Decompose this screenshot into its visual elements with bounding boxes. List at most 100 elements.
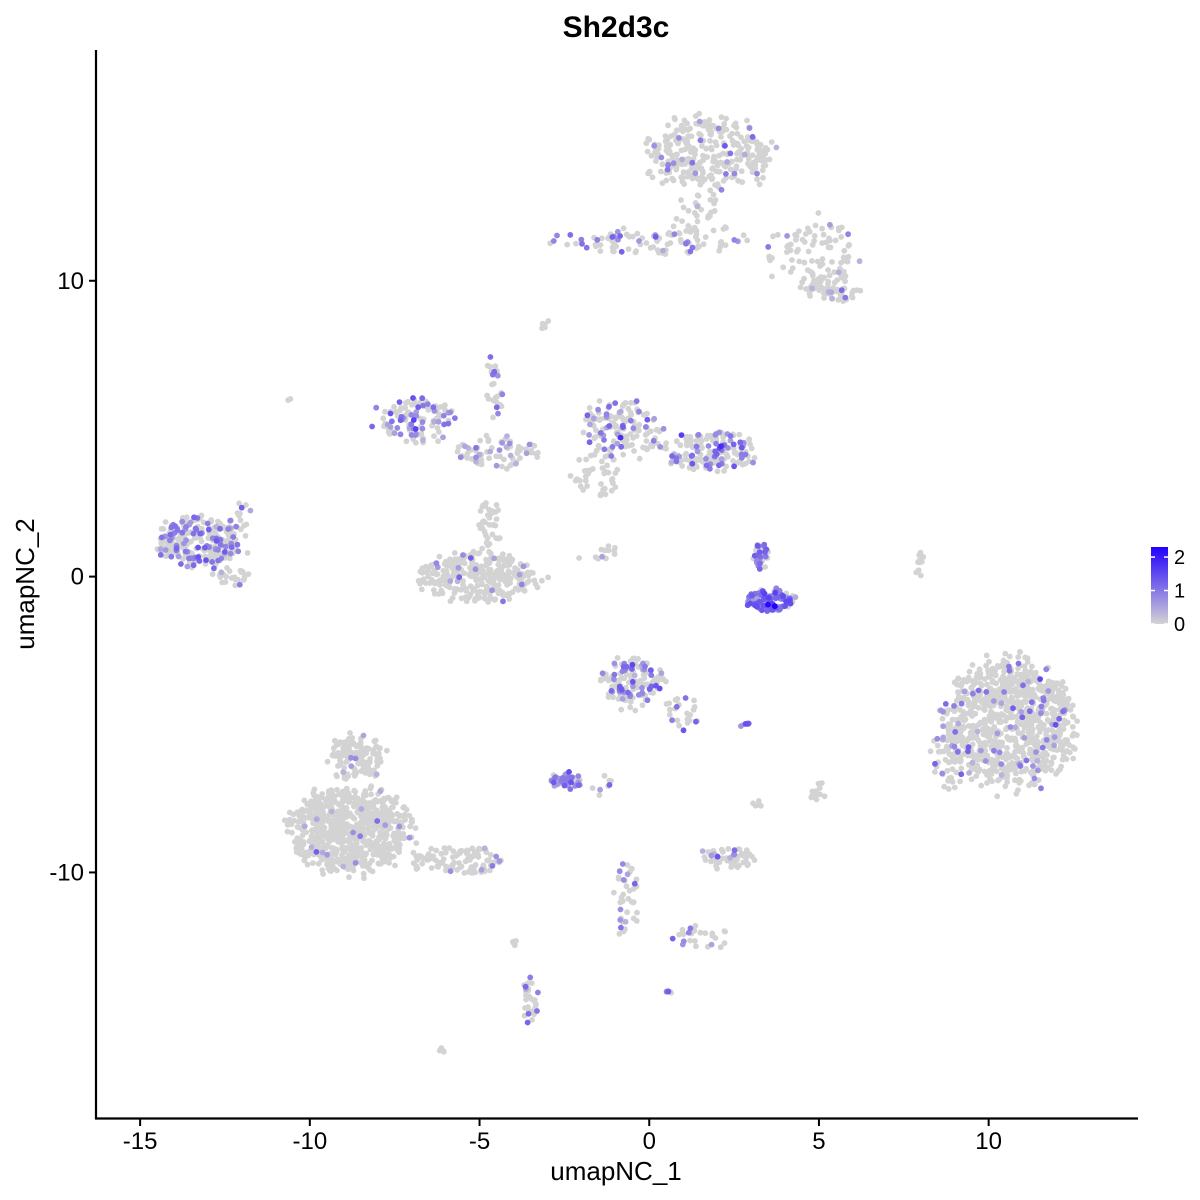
cell-point (458, 586, 464, 593)
cell-point (345, 799, 352, 806)
cell-point (1025, 678, 1032, 685)
cell-point (915, 559, 922, 565)
cell-point (487, 566, 494, 573)
cell-point (326, 795, 333, 802)
cell-point (157, 552, 164, 558)
cell-point (998, 677, 1005, 684)
cell-point (346, 874, 352, 881)
cell-point (400, 804, 407, 811)
cell-point (1043, 731, 1050, 738)
cell-point (340, 769, 347, 776)
cell-point (324, 758, 331, 765)
cell-point (998, 718, 1004, 724)
cell-point (712, 139, 719, 146)
cell-point (617, 917, 624, 923)
cell-point (958, 700, 965, 707)
cell-point (586, 439, 593, 446)
cell-point (375, 842, 381, 849)
cell-point (447, 578, 454, 584)
cell-point (420, 437, 426, 443)
cell-point (780, 593, 786, 599)
cell-point (958, 765, 965, 772)
cell-point (225, 526, 232, 532)
cell-point (644, 148, 651, 155)
cell-point (365, 815, 372, 822)
cell-point (372, 826, 379, 832)
cell-point (329, 790, 335, 797)
cell-point (707, 187, 714, 194)
cell-point (845, 243, 852, 249)
cell-point (486, 455, 492, 462)
x-tick-label: 5 (812, 1128, 825, 1155)
cell-point (795, 246, 801, 253)
cell-point (368, 791, 374, 798)
cell-point (756, 181, 763, 188)
cell-point (619, 696, 626, 702)
cell-point (498, 567, 504, 574)
cell-point (650, 437, 657, 444)
cell-point (383, 844, 389, 851)
cell-point (581, 468, 588, 474)
cell-point (357, 743, 364, 750)
cell-point (493, 462, 500, 469)
cell-point (711, 156, 718, 163)
cell-point (707, 432, 714, 439)
cell-point (410, 417, 417, 423)
cell-point (678, 197, 684, 204)
cell-point (445, 420, 452, 427)
cell-point (1015, 660, 1022, 667)
cell-point (1017, 763, 1024, 769)
cell-point (660, 425, 667, 432)
cell-point (389, 418, 395, 425)
cell-point (236, 500, 243, 507)
cell-point (1035, 767, 1041, 774)
cell-point (202, 544, 208, 551)
cell-point (473, 444, 479, 451)
cell-point (569, 774, 575, 781)
cell-point (433, 847, 440, 854)
cell-point (741, 138, 748, 145)
cell-point (1056, 696, 1062, 703)
cell-point (996, 749, 1003, 756)
cell-point (1039, 744, 1046, 751)
cell-point (172, 523, 179, 530)
cell-point (495, 410, 501, 417)
cell-point (690, 145, 697, 152)
cell-point (663, 147, 670, 154)
cell-point (505, 560, 511, 567)
cell-point (458, 863, 465, 870)
cell-point (527, 974, 534, 981)
cell-point (446, 845, 453, 851)
cell-point (731, 463, 737, 470)
cell-point (723, 115, 729, 122)
cell-point (291, 817, 298, 824)
cell-point (484, 392, 490, 399)
cell-point (1033, 733, 1040, 740)
cell-point (428, 865, 435, 871)
cell-point (693, 212, 700, 219)
cell-point (341, 820, 347, 827)
cell-point (636, 408, 642, 415)
cell-point (682, 452, 689, 458)
cell-point (419, 425, 426, 432)
cell-point (600, 487, 607, 494)
cell-point (184, 563, 191, 570)
cell-point (701, 119, 708, 125)
cell-point (669, 717, 675, 724)
cell-point (539, 577, 545, 584)
cell-point (584, 483, 590, 489)
cell-point (1030, 763, 1036, 769)
cell-point (716, 462, 722, 469)
cell-point (707, 197, 714, 203)
cell-point (699, 168, 706, 174)
cell-point (721, 928, 728, 934)
cell-point (1069, 724, 1076, 730)
cell-point (1038, 703, 1045, 710)
cell-point (419, 395, 426, 402)
cell-point (1004, 779, 1010, 785)
cell-point (643, 438, 650, 444)
cell-point (1003, 726, 1009, 733)
cell-point (1024, 713, 1030, 720)
cell-point (608, 413, 615, 420)
cell-point (397, 417, 404, 424)
